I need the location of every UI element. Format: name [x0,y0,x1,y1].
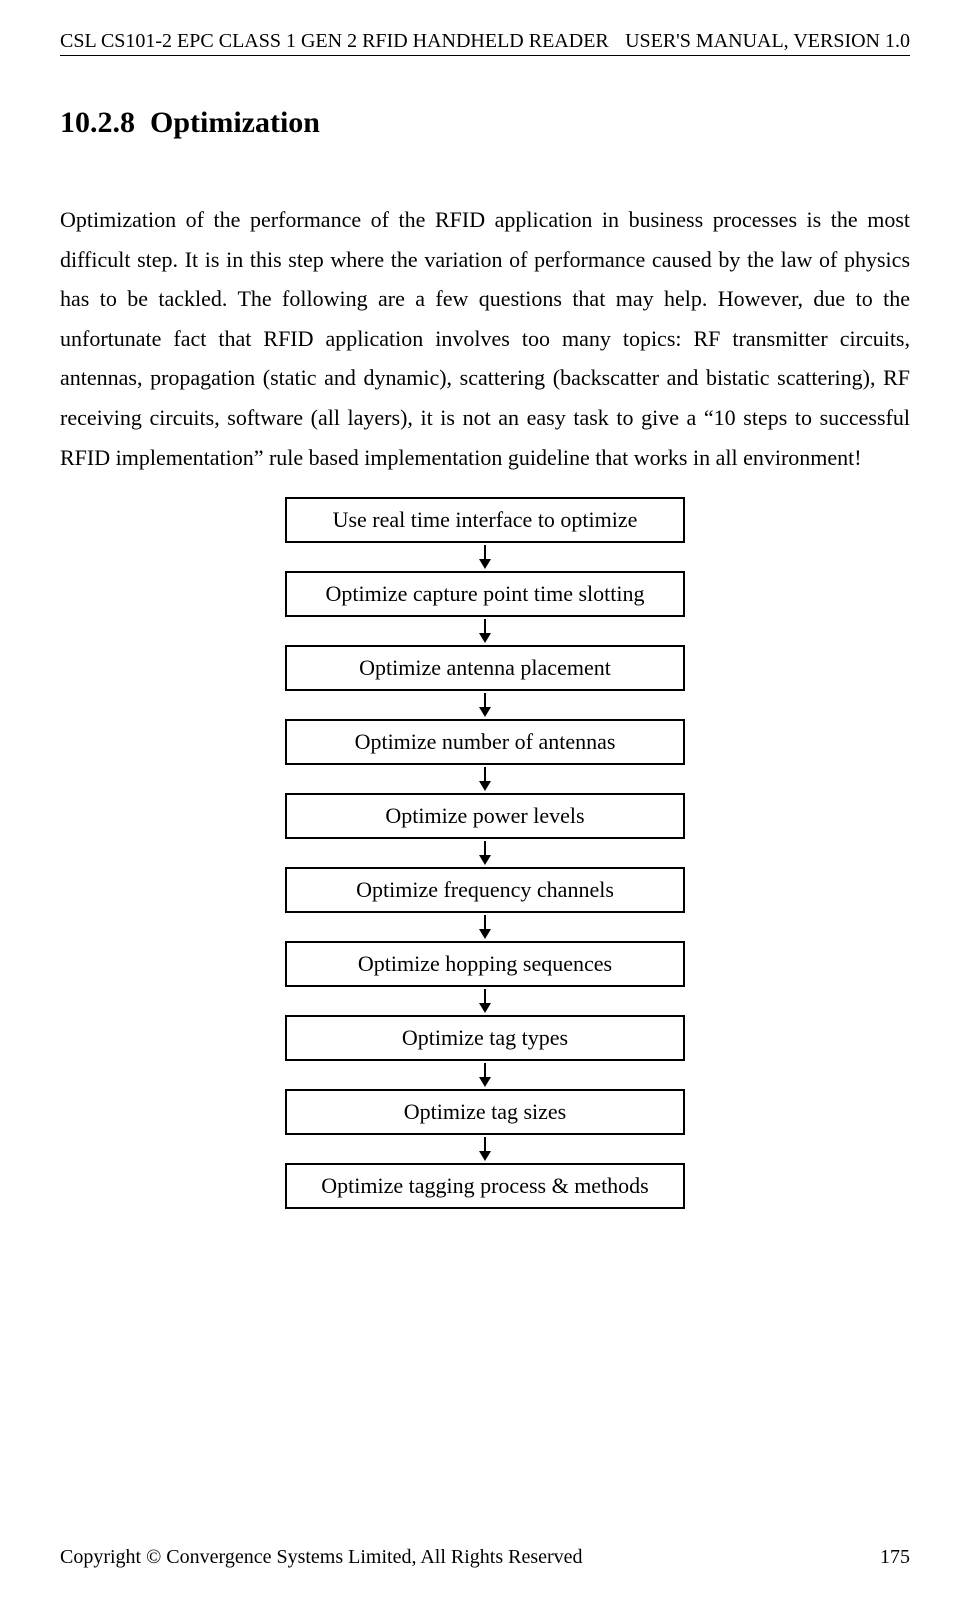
footer-copyright: Copyright © Convergence Systems Limited,… [60,1546,583,1569]
arrow-down-icon [484,841,486,863]
flow-step: Optimize tagging process & methods [285,1163,685,1209]
section-number: 10.2.8 [60,106,135,139]
arrow-down-icon [484,619,486,641]
arrow-down-icon [484,693,486,715]
flow-step: Optimize power levels [285,793,685,839]
arrow-down-icon [484,545,486,567]
section-heading: Optimization [150,106,320,139]
header-left: CSL CS101-2 EPC CLASS 1 GEN 2 RFID HANDH… [60,30,609,53]
flow-step: Optimize tag types [285,1015,685,1061]
flow-step: Use real time interface to optimize [285,497,685,543]
flow-step: Optimize number of antennas [285,719,685,765]
arrow-down-icon [484,767,486,789]
page-footer: Copyright © Convergence Systems Limited,… [60,1546,910,1569]
arrow-down-icon [484,915,486,937]
footer-page-number: 175 [880,1546,910,1569]
page: CSL CS101-2 EPC CLASS 1 GEN 2 RFID HANDH… [0,0,970,1599]
section-title: 10.2.8 Optimization [60,106,910,140]
arrow-down-icon [484,989,486,1011]
body-paragraph: Optimization of the performance of the R… [60,200,910,477]
header-right: USER'S MANUAL, VERSION 1.0 [625,30,910,53]
arrow-down-icon [484,1137,486,1159]
flow-step: Optimize hopping sequences [285,941,685,987]
page-header: CSL CS101-2 EPC CLASS 1 GEN 2 RFID HANDH… [60,30,910,56]
arrow-down-icon [484,1063,486,1085]
flow-step: Optimize antenna placement [285,645,685,691]
flow-step: Optimize tag sizes [285,1089,685,1135]
flowchart: Use real time interface to optimize Opti… [60,497,910,1209]
flow-step: Optimize capture point time slotting [285,571,685,617]
flow-step: Optimize frequency channels [285,867,685,913]
